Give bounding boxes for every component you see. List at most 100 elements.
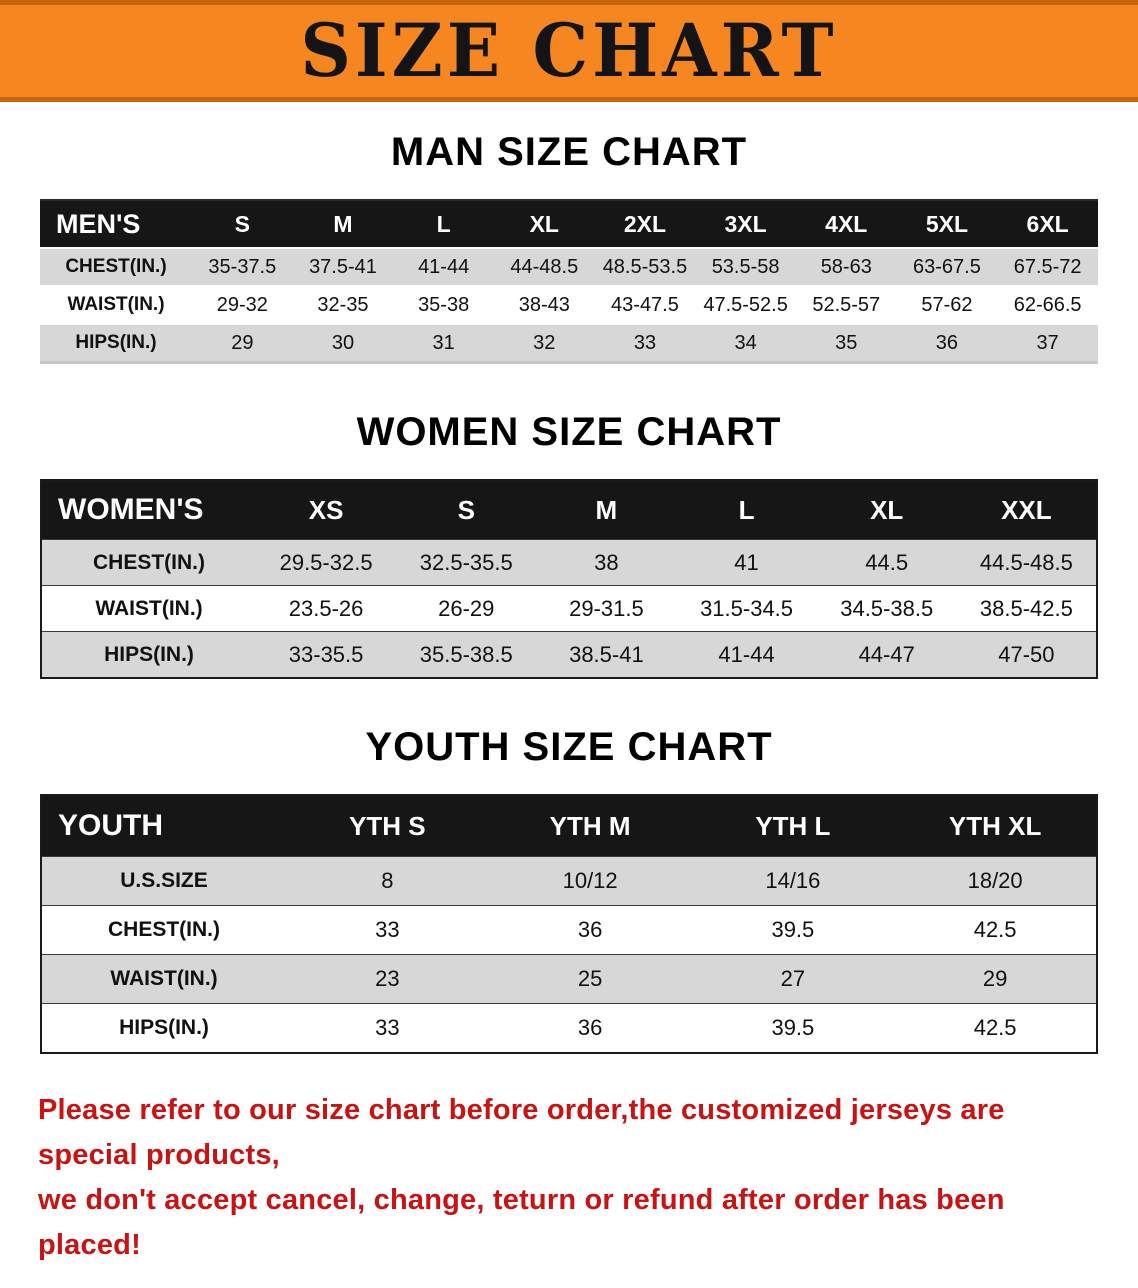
value-cell: 31.5-34.5 (676, 585, 817, 632)
value-cell: 38.5-42.5 (956, 585, 1097, 632)
row-label-cell: WAIST(IN.) (41, 954, 286, 1004)
value-cell: 62-66.5 (997, 285, 1098, 324)
value-cell: 30 (292, 323, 394, 363)
value-cell: 33-35.5 (256, 631, 397, 678)
value-cell: 33 (594, 323, 696, 363)
size-header-cell: 3XL (695, 200, 796, 248)
value-cell: 23 (286, 954, 489, 1004)
footer-notice: Please refer to our size chart before or… (38, 1088, 1100, 1268)
table-row: WAIST(IN.) 23.5-26 26-29 29-31.5 31.5-34.5 34… (41, 585, 1097, 632)
size-header-cell: 4XL (795, 200, 897, 248)
value-cell: 34 (695, 323, 796, 363)
value-cell: 39.5 (691, 1003, 895, 1053)
value-cell: 35.5-38.5 (396, 631, 537, 678)
value-cell: 57-62 (896, 285, 998, 324)
table-row: U.S.SIZE 8 10/12 14/16 18/20 (41, 856, 1097, 906)
size-header-cell: L (676, 480, 817, 540)
womens-section-heading: WOMEN SIZE CHART (356, 410, 782, 454)
row-label-cell: WAIST(IN.) (41, 585, 256, 632)
value-cell: 41-44 (676, 631, 817, 678)
size-header-cell: XL (493, 200, 595, 248)
table-row: HIPS(IN.) 33-35.5 35.5-38.5 38.5-41 41-44 44-… (41, 631, 1097, 678)
value-cell: 34.5-38.5 (816, 585, 957, 632)
size-header-cell: YTH XL (894, 795, 1097, 857)
value-cell: 18/20 (894, 856, 1097, 906)
table-row: HIPS(IN.) 33 36 39.5 42.5 (41, 1003, 1097, 1053)
size-charts: MAN SIZE CHART MEN'S S M L XL 2XL 3XL 4XL 5XL 6XL C… (0, 130, 1138, 1054)
value-cell: 53.5-58 (695, 247, 796, 286)
size-header-cell: YTH L (691, 795, 895, 857)
value-cell: 47-50 (956, 631, 1097, 678)
value-cell: 8 (286, 856, 489, 906)
value-cell: 25 (488, 954, 692, 1004)
footer-notice-line-2: we don't accept cancel, change, teturn o… (38, 1183, 1005, 1261)
value-cell: 27 (691, 954, 895, 1004)
value-cell: 35 (795, 323, 897, 363)
value-cell: 47.5-52.5 (695, 285, 796, 324)
size-header-cell: 2XL (594, 200, 696, 248)
size-header-cell: YTH S (286, 795, 489, 857)
value-cell: 26-29 (396, 585, 537, 632)
size-header-cell: M (292, 200, 394, 248)
row-label-cell: HIPS(IN.) (41, 1003, 286, 1053)
value-cell: 10/12 (488, 856, 692, 906)
mens-size-table: MEN'S S M L XL 2XL 3XL 4XL 5XL 6XL CHEST(IN.) 35-37… (40, 199, 1098, 364)
size-header-cell: M (536, 480, 677, 540)
value-cell: 38 (536, 539, 677, 586)
value-cell: 58-63 (795, 247, 897, 286)
table-title-cell: YOUTH (41, 795, 286, 857)
row-label-cell: U.S.SIZE (41, 856, 286, 906)
footer-notice-line-1: Please refer to our size chart before or… (38, 1094, 1005, 1171)
womens-size-table: WOMEN'S XS S M L XL XXL CHEST(IN.) 29.5-32.5 32.5… (40, 479, 1098, 679)
banner-title: SIZE CHART (300, 6, 838, 95)
size-header-cell: XL (816, 480, 957, 540)
size-header-cell: XXL (956, 480, 1097, 540)
value-cell: 29 (894, 954, 1097, 1004)
size-header-cell: L (393, 200, 494, 248)
youth-size-table: YOUTH YTH S YTH M YTH L YTH XL U.S.SIZE 8 10/12… (40, 794, 1098, 1054)
value-cell: 44.5 (816, 539, 957, 586)
value-cell: 36 (896, 323, 998, 363)
value-cell: 52.5-57 (795, 285, 897, 324)
womens-size-chart-section: WOMEN SIZE CHART WOMEN'S XS S M L XL XXL CHEST(I… (0, 410, 1138, 679)
row-label-cell: CHEST(IN.) (40, 247, 192, 286)
size-header-cell: YTH M (488, 795, 692, 857)
value-cell: 29 (192, 323, 293, 363)
row-label-cell: CHEST(IN.) (41, 539, 256, 586)
size-header-cell: 5XL (896, 200, 998, 248)
value-cell: 67.5-72 (997, 247, 1098, 286)
value-cell: 29-32 (192, 285, 293, 324)
value-cell: 37 (997, 323, 1098, 363)
row-label-cell: CHEST(IN.) (41, 905, 286, 955)
value-cell: 44.5-48.5 (956, 539, 1097, 586)
table-title-cell: MEN'S (40, 200, 192, 248)
table-row: CHEST(IN.) 29.5-32.5 32.5-35.5 38 41 44.5 44.5… (41, 539, 1097, 586)
mens-size-chart-section: MAN SIZE CHART MEN'S S M L XL 2XL 3XL 4XL 5XL 6XL C… (0, 130, 1138, 364)
size-header-cell: XS (256, 480, 397, 540)
youth-section-heading: YOUTH SIZE CHART (365, 725, 773, 769)
value-cell: 14/16 (691, 856, 895, 906)
youth-size-chart-section: YOUTH SIZE CHART YOUTH YTH S YTH M YTH L YTH … (0, 725, 1138, 1054)
value-cell: 41 (676, 539, 817, 586)
value-cell: 32 (493, 323, 595, 363)
value-cell: 35-37.5 (192, 247, 293, 286)
table-row: CHEST(IN.) 35-37.5 37.5-41 41-44 44-48.5 48.5… (40, 247, 1098, 286)
value-cell: 36 (488, 905, 692, 955)
table-row: HIPS(IN.) 29 30 31 32 33 34 35 36 37 (40, 323, 1098, 363)
table-header-row: WOMEN'S XS S M L XL XXL (41, 480, 1097, 540)
table-row: WAIST(IN.) 29-32 32-35 35-38 38-43 43-47.5 47.… (40, 285, 1098, 324)
value-cell: 38-43 (493, 285, 595, 324)
value-cell: 32-35 (292, 285, 394, 324)
row-label-cell: HIPS(IN.) (41, 631, 256, 678)
value-cell: 41-44 (393, 247, 494, 286)
size-header-cell: S (192, 200, 293, 248)
value-cell: 33 (286, 1003, 489, 1053)
table-header-row: MEN'S S M L XL 2XL 3XL 4XL 5XL 6XL (40, 200, 1098, 248)
size-header-cell: 6XL (997, 200, 1098, 248)
value-cell: 38.5-41 (536, 631, 677, 678)
size-header-cell: S (396, 480, 537, 540)
value-cell: 39.5 (691, 905, 895, 955)
value-cell: 29-31.5 (536, 585, 677, 632)
value-cell: 42.5 (894, 905, 1097, 955)
